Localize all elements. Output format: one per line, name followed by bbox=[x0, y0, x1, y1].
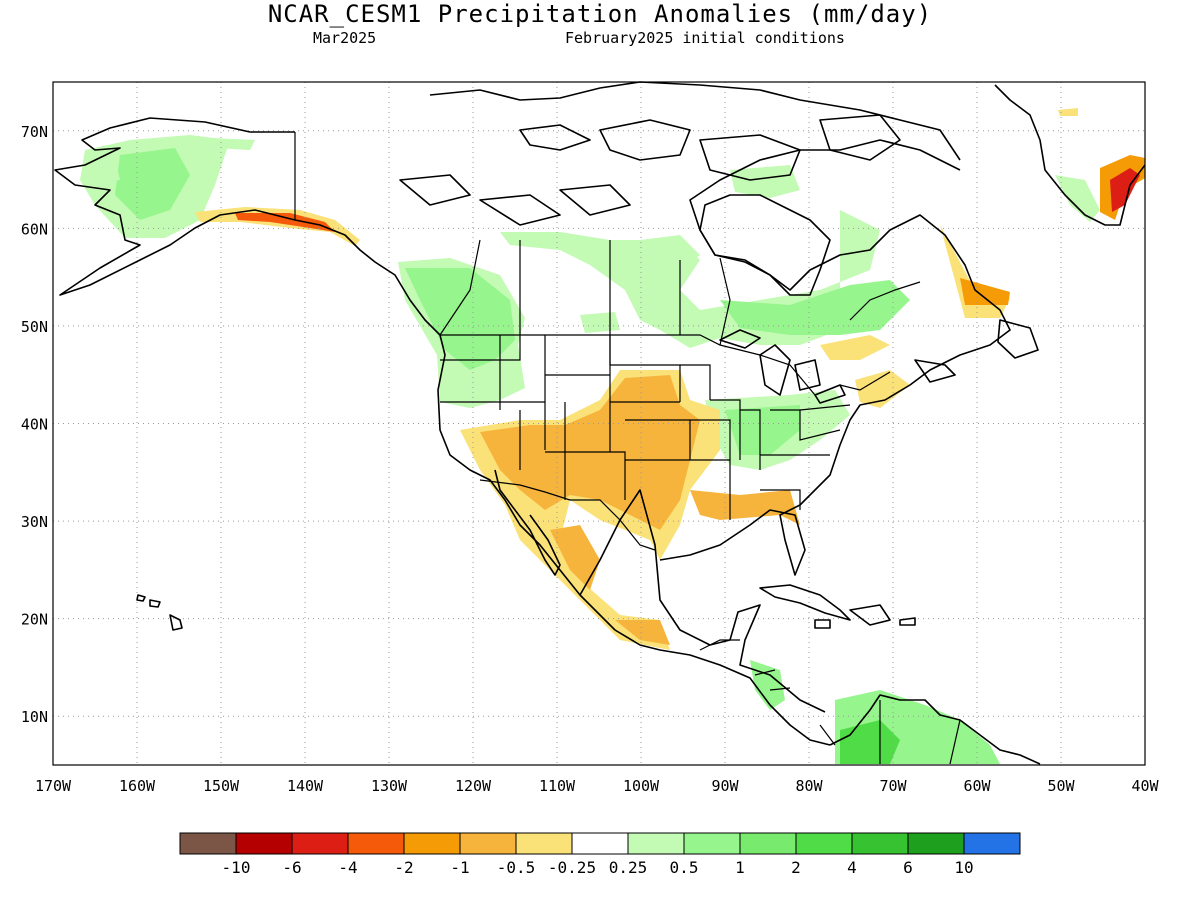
precipitation-anomaly-map: 10N 20N 30N 40N 50N 60N 70N 170W 160W 150W 140W 13… bbox=[21, 81, 1160, 795]
colorbar-label: -10 bbox=[222, 858, 251, 877]
lat-label: 50N bbox=[21, 318, 48, 336]
colorbar-label: -0.25 bbox=[548, 858, 596, 877]
lon-label: 100W bbox=[623, 777, 660, 795]
colorbar-box bbox=[403, 832, 461, 855]
lon-label: 40W bbox=[1131, 777, 1159, 795]
wet-area-canada-belt-core bbox=[720, 280, 910, 335]
lon-label: 110W bbox=[539, 777, 576, 795]
colorbar-label: 0.5 bbox=[670, 858, 699, 877]
colorbar-label: 2 bbox=[791, 858, 801, 877]
wet-area-hudson bbox=[640, 235, 700, 270]
wet-area-pacific-nw-core bbox=[405, 268, 515, 370]
dry-area-labrador-core bbox=[960, 278, 1010, 305]
dry-area-greenland-tip-core bbox=[1110, 168, 1140, 212]
colorbar-box bbox=[459, 832, 517, 855]
anomaly-fills bbox=[80, 108, 1145, 764]
longitude-labels: 170W 160W 150W 140W 130W 120W 110W 100W 90W 80W 70… bbox=[35, 777, 1160, 795]
colorbar-box bbox=[627, 832, 685, 855]
dry-area-gulf-of-alaska-core bbox=[235, 213, 335, 232]
wet-area-south-america-core bbox=[840, 720, 900, 764]
colorbar-box bbox=[571, 832, 629, 855]
wet-area-alaska-core bbox=[115, 148, 190, 220]
colorbar-label: 6 bbox=[903, 858, 913, 877]
lon-label: 140W bbox=[287, 777, 324, 795]
lon-label: 80W bbox=[795, 777, 823, 795]
dry-area-new-england bbox=[855, 370, 910, 408]
forecast-month: Mar2025 bbox=[313, 29, 377, 47]
colorbar-label: -2 bbox=[394, 858, 413, 877]
colorbar-label: -6 bbox=[282, 858, 301, 877]
colorbar-box bbox=[683, 832, 741, 855]
wet-area-arctic-islands bbox=[730, 165, 800, 198]
lon-label: 70W bbox=[879, 777, 907, 795]
political-borders bbox=[294, 132, 961, 765]
latitude-labels: 10N 20N 30N 40N 50N 60N 70N bbox=[21, 123, 48, 726]
lon-label: 160W bbox=[119, 777, 156, 795]
wet-area-bering bbox=[85, 158, 120, 185]
colorbar-box bbox=[739, 832, 797, 855]
lat-label: 20N bbox=[21, 611, 48, 629]
colorbar-labels: -10 -6 -4 -2 -1 -0.5 -0.25 0.25 0.5 1 2 4 6 10 bbox=[222, 858, 974, 877]
colorbar-boxes bbox=[179, 832, 1021, 855]
lon-label: 130W bbox=[371, 777, 408, 795]
colorbar-box bbox=[963, 832, 1021, 855]
lat-label: 70N bbox=[21, 123, 48, 141]
initial-conditions: February2025 initial conditions bbox=[565, 29, 845, 47]
colorbar-box bbox=[515, 832, 573, 855]
colorbar-label: 0.25 bbox=[609, 858, 648, 877]
colorbar-box bbox=[795, 832, 853, 855]
dry-area-gulf-coast bbox=[690, 490, 800, 525]
coastlines bbox=[54, 81, 1146, 765]
wet-area-brooks bbox=[212, 138, 255, 150]
colorbar-label: 4 bbox=[847, 858, 857, 877]
lon-label: 150W bbox=[203, 777, 240, 795]
map-gridlines bbox=[53, 82, 1145, 765]
colorbar-box bbox=[851, 832, 909, 855]
colorbar-box bbox=[235, 832, 293, 855]
colorbar-label: -0.5 bbox=[497, 858, 536, 877]
colorbar-label: -4 bbox=[338, 858, 357, 877]
lon-label: 50W bbox=[1047, 777, 1075, 795]
lat-label: 10N bbox=[21, 708, 48, 726]
wet-area-north-dakota bbox=[580, 312, 620, 333]
map-title: NCAR_CESM1 Precipitation Anomalies (mm/d… bbox=[267, 0, 933, 28]
colorbar-box bbox=[347, 832, 405, 855]
lon-label: 120W bbox=[455, 777, 492, 795]
dry-area-north-greenland bbox=[1058, 108, 1078, 116]
lon-label: 170W bbox=[35, 777, 72, 795]
lat-label: 60N bbox=[21, 220, 48, 238]
colorbar-box bbox=[291, 832, 349, 855]
map-frame bbox=[52, 81, 1146, 766]
dry-area-southern-mexico bbox=[615, 620, 670, 645]
colorbar-label: 1 bbox=[735, 858, 745, 877]
lon-label: 90W bbox=[711, 777, 739, 795]
lat-label: 30N bbox=[21, 513, 48, 531]
colorbar-box bbox=[179, 832, 237, 855]
colorbar-label: -1 bbox=[450, 858, 469, 877]
wet-area-ohio-valley-core bbox=[725, 405, 800, 455]
wet-area-central-america bbox=[750, 660, 785, 710]
dry-area-quebec bbox=[820, 335, 890, 360]
wet-area-greenland-coast bbox=[1055, 175, 1100, 222]
lon-label: 60W bbox=[963, 777, 991, 795]
dry-area-mexico bbox=[550, 525, 600, 590]
colorbar: -10 -6 -4 -2 -1 -0.5 -0.25 0.25 0.5 1 2 4 6 10 bbox=[179, 832, 1021, 877]
dry-area-gulf-of-alaska bbox=[195, 207, 360, 246]
colorbar-label: 10 bbox=[954, 858, 973, 877]
colorbar-box bbox=[907, 832, 965, 855]
lat-label: 40N bbox=[21, 416, 48, 434]
